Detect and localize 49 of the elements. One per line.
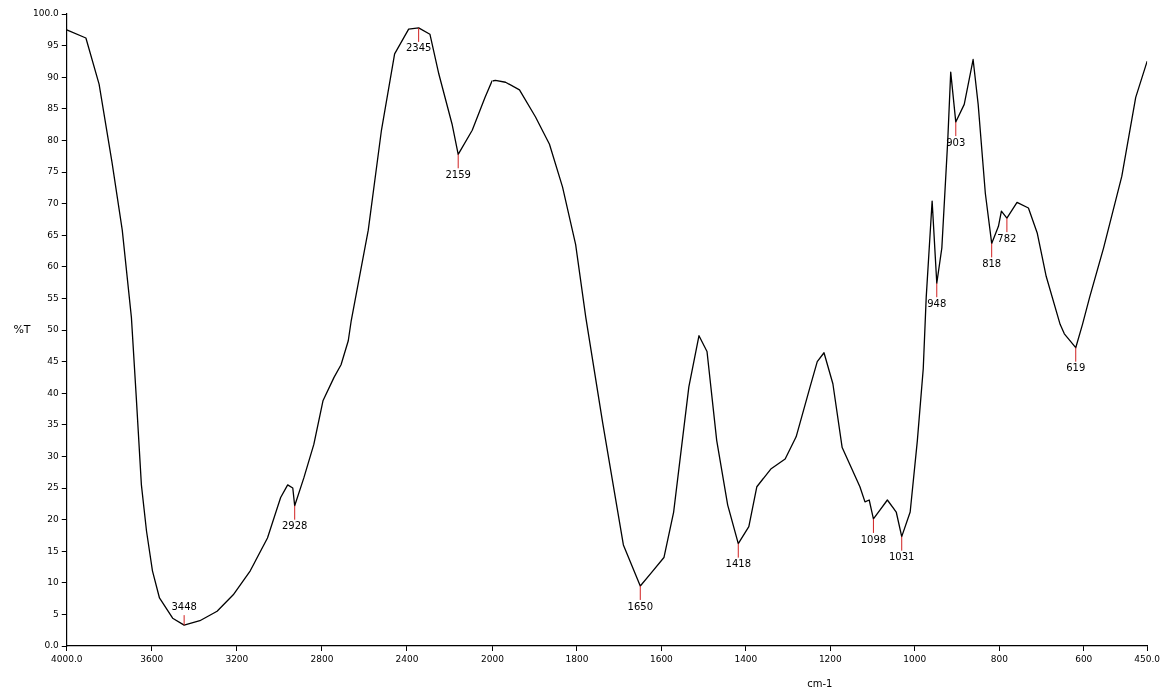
- x-tick-label: 600: [1074, 653, 1093, 664]
- y-tick-label: 35: [47, 419, 59, 430]
- y-tick-label: 40: [47, 387, 60, 398]
- y-tick-label: 10: [47, 577, 60, 588]
- y-tick-label: 30: [47, 450, 60, 461]
- y-tick-label: 25: [47, 482, 59, 493]
- x-tick-label: 1000: [902, 653, 927, 664]
- annotation: 619: [1065, 362, 1085, 374]
- y-tick-label: 60: [47, 261, 60, 272]
- annotation: 3448: [171, 600, 197, 612]
- y-tick-label: 0.0: [44, 640, 60, 651]
- y-tick-label: 55: [47, 292, 59, 303]
- annotation: 2159: [445, 168, 471, 180]
- annotation: 1650: [627, 600, 653, 612]
- x-tick-label: 1400: [733, 653, 758, 664]
- x-tick-label: 1800: [565, 653, 589, 664]
- annotation: 948: [926, 297, 946, 309]
- annotation: 1418: [725, 558, 751, 570]
- annotation: 1098: [860, 533, 886, 545]
- y-tick-label: 80: [47, 134, 60, 145]
- annotation: 2345: [405, 42, 432, 54]
- x-tick-label: 3200: [225, 653, 249, 664]
- x-tick-label: 2000: [480, 653, 504, 664]
- y-tick-label: 50: [47, 324, 60, 335]
- y-tick-label: 90: [47, 71, 60, 82]
- y-tick-label: 65: [47, 229, 59, 240]
- y-axis-title: %T: [13, 322, 31, 336]
- x-tick-label: 2400: [395, 653, 419, 664]
- x-tick-label: 1200: [818, 653, 842, 664]
- y-tick-label: 95: [47, 39, 59, 50]
- y-tick-label: 5: [53, 608, 59, 619]
- x-tick-label: 3600: [140, 653, 164, 664]
- annotation: 1031: [888, 551, 914, 563]
- annotation: 782: [996, 232, 1016, 244]
- x-tick-label: 450.0: [1133, 653, 1160, 664]
- x-tick-label: 800: [990, 653, 1008, 664]
- y-tick-label: 20: [47, 513, 60, 524]
- x-tick-label: 1600: [649, 653, 673, 664]
- y-tick-label: 45: [47, 355, 59, 366]
- y-tick-label: 70: [47, 197, 60, 208]
- x-tick-label: 2800: [310, 653, 334, 664]
- x-axis-title: cm-1: [806, 677, 832, 689]
- y-tick-label: 85: [47, 103, 59, 114]
- x-tick-label: 4000.0: [51, 653, 83, 664]
- y-tick-label: 15: [47, 545, 59, 556]
- y-tick-label: 100.0: [33, 8, 60, 19]
- annotation: 818: [981, 258, 1001, 270]
- annotation: 2928: [281, 520, 308, 532]
- y-tick-label: 75: [47, 166, 59, 177]
